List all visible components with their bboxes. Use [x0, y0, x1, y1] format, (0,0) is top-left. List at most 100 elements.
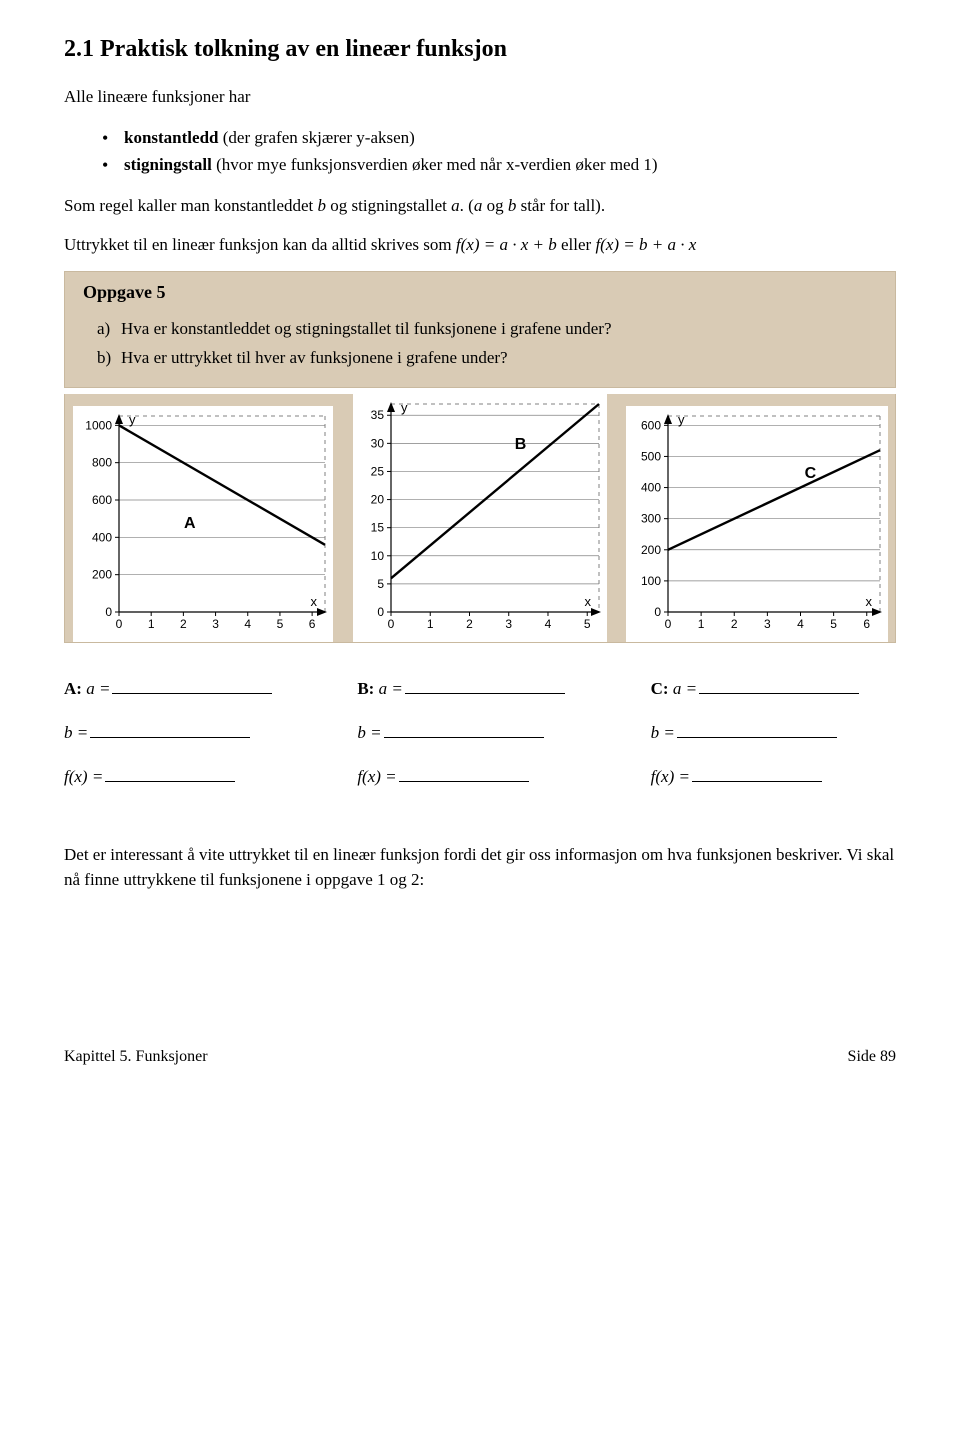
answers-col-c: C: a = b = f(x) =: [651, 679, 896, 787]
svg-text:4: 4: [797, 617, 804, 631]
svg-text:3: 3: [505, 617, 512, 631]
svg-text:B: B: [515, 436, 527, 453]
para1-pre: Som regel kaller man konstantleddet: [64, 196, 318, 215]
svg-text:200: 200: [92, 568, 112, 582]
blank: [399, 781, 529, 782]
svg-text:5: 5: [584, 617, 591, 631]
svg-text:C: C: [804, 465, 816, 482]
task-a-marker: a): [97, 315, 121, 344]
svg-text:20: 20: [371, 493, 385, 507]
svg-text:5: 5: [277, 617, 284, 631]
paragraph-1: Som regel kaller man konstantleddet b og…: [64, 194, 896, 219]
svg-text:y: y: [129, 412, 136, 427]
bullet-2-strong: stigningstall: [124, 155, 212, 174]
svg-text:6: 6: [863, 617, 870, 631]
task-item-a: a)Hva er konstantleddet og stigningstall…: [111, 315, 877, 344]
task-b-text: Hva er uttrykket til hver av funksjonene…: [121, 348, 508, 367]
task-list: a)Hva er konstantleddet og stigningstall…: [83, 315, 877, 373]
para1-parenpre: . (: [460, 196, 474, 215]
svg-text:30: 30: [371, 436, 385, 450]
svg-text:2: 2: [466, 617, 473, 631]
svg-text:35: 35: [371, 408, 385, 422]
svg-text:300: 300: [641, 512, 661, 526]
para2-pre: Uttrykket til en lineær funksjon kan da …: [64, 235, 456, 254]
blank: [677, 737, 837, 738]
svg-text:0: 0: [664, 617, 671, 631]
svg-text:0: 0: [116, 617, 123, 631]
answers-col-a: A: a = b = f(x) =: [64, 679, 309, 787]
eq1: f(x) = a · x + b: [456, 235, 557, 254]
answers-grid: A: a = b = f(x) = B: a = b = f(x) = C: a…: [64, 679, 896, 787]
svg-text:800: 800: [92, 456, 112, 470]
ans-a-fx: f(x) =: [64, 767, 309, 787]
bullet-1-strong: konstantledd: [124, 128, 218, 147]
chart-slot-b: 05101520253035012345Byx: [342, 394, 619, 642]
ans-c-a: C: a =: [651, 679, 896, 699]
svg-text:500: 500: [641, 450, 661, 464]
svg-text:15: 15: [371, 521, 385, 535]
svg-text:0: 0: [388, 617, 395, 631]
svg-text:6: 6: [309, 617, 316, 631]
svg-text:10: 10: [371, 549, 385, 563]
bullet-item-2: stigningstall (hvor mye funksjonsverdien…: [108, 151, 896, 178]
chart-slot-a: 020040060080010000123456Ayx: [65, 406, 342, 642]
svg-text:1000: 1000: [86, 418, 113, 432]
svg-text:x: x: [865, 594, 872, 609]
ans-a-b: b =: [64, 723, 309, 743]
ans-c-var-fx: f(x) =: [651, 767, 690, 786]
var-a-1: a: [451, 196, 460, 215]
ans-c-fx: f(x) =: [651, 767, 896, 787]
svg-text:100: 100: [641, 574, 661, 588]
svg-text:y: y: [678, 412, 685, 427]
para1-mid: og stigningstallet: [326, 196, 451, 215]
ans-a-var-fx: f(x) =: [64, 767, 103, 786]
ans-b-var-a: a =: [379, 679, 403, 698]
ans-c-head: C:: [651, 679, 669, 698]
var-b-1: b: [318, 196, 327, 215]
answers-col-b: B: a = b = f(x) =: [357, 679, 602, 787]
svg-text:200: 200: [641, 543, 661, 557]
bullet-1-rest: (der grafen skjærer y-aksen): [218, 128, 414, 147]
ans-b-a: B: a =: [357, 679, 602, 699]
intro-text: Alle lineære funksjoner har: [64, 85, 896, 110]
blank: [405, 693, 565, 694]
svg-text:A: A: [184, 515, 196, 532]
svg-text:3: 3: [764, 617, 771, 631]
chart-b: 05101520253035012345Byx: [353, 394, 607, 642]
ans-b-var-fx: f(x) =: [357, 767, 396, 786]
chart-a: 020040060080010000123456Ayx: [73, 406, 333, 642]
footer-left: Kapittel 5. Funksjoner: [64, 1048, 208, 1066]
svg-text:5: 5: [377, 577, 384, 591]
bullet-list: konstantledd (der grafen skjærer y-aksen…: [64, 124, 896, 178]
blank: [699, 693, 859, 694]
svg-text:0: 0: [654, 605, 661, 619]
para1-parenpost: står for tall).: [516, 196, 605, 215]
ans-c-var-b: b =: [651, 723, 675, 742]
blank: [90, 737, 250, 738]
svg-text:4: 4: [545, 617, 552, 631]
ans-a-a: A: a =: [64, 679, 309, 699]
task-item-b: b)Hva er uttrykket til hver av funksjone…: [111, 344, 877, 373]
svg-text:400: 400: [641, 481, 661, 495]
closing-paragraph: Det er interessant å vite uttrykket til …: [64, 843, 896, 892]
bullet-item-1: konstantledd (der grafen skjærer y-aksen…: [108, 124, 896, 151]
ans-b-head: B:: [357, 679, 374, 698]
paragraph-2: Uttrykket til en lineær funksjon kan da …: [64, 233, 896, 258]
bullet-2-rest: (hvor mye funksjonsverdien øker med når …: [212, 155, 658, 174]
ans-c-var-a: a =: [673, 679, 697, 698]
svg-text:25: 25: [371, 465, 385, 479]
blank: [692, 781, 822, 782]
svg-text:y: y: [401, 400, 408, 415]
para1-parenmid: og: [482, 196, 508, 215]
task-title: Oppgave 5: [83, 282, 877, 303]
eq2: f(x) = b + a · x: [595, 235, 696, 254]
svg-text:3: 3: [213, 617, 220, 631]
ans-a-var-b: b =: [64, 723, 88, 742]
blank: [384, 737, 544, 738]
section-heading: 2.1 Praktisk tolkning av en lineær funks…: [64, 36, 896, 63]
svg-text:600: 600: [641, 418, 661, 432]
blank: [112, 693, 272, 694]
chart-c: 01002003004005006000123456Cyx: [626, 406, 888, 642]
ans-a-head: A:: [64, 679, 82, 698]
para2-mid: eller: [557, 235, 596, 254]
